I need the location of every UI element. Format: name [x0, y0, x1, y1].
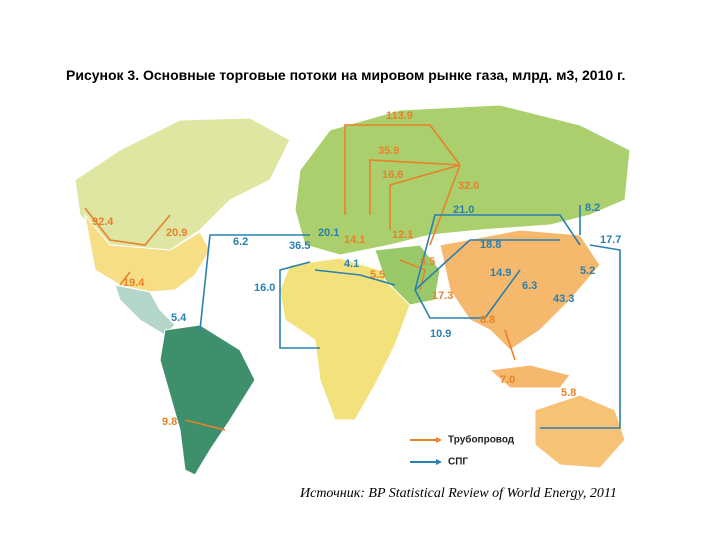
pipeline-flow-label: 5.5 [370, 269, 385, 281]
pipeline-flow-label: 8.8 [480, 314, 495, 326]
pipeline-arrow [344, 124, 461, 215]
pipeline-arrow [389, 164, 461, 230]
lng-flow-label: 36.5 [289, 240, 310, 252]
pipeline-flow-label: 32.0 [458, 180, 479, 192]
lng-flow-label: 8.2 [585, 202, 600, 214]
lng-arrow [414, 214, 581, 291]
lng-flow-label: 10.9 [430, 328, 451, 340]
lng-arrow [199, 234, 310, 331]
africa [279, 257, 411, 421]
pipeline-flow-label: 14.1 [344, 234, 365, 246]
lng-flow-label: 43.3 [553, 293, 574, 305]
lng-flow-label: 6.2 [233, 236, 248, 248]
lng-arrow [540, 244, 621, 429]
south-america [159, 324, 256, 476]
pipeline-flow-label: 113.9 [386, 110, 413, 122]
legend-label: Трубопровод [448, 434, 515, 446]
pipeline-flow-label: 5.8 [561, 387, 576, 399]
pipeline-arrow [369, 159, 461, 215]
flow-labels: 113.9 35.9 16.6 32.0 14.1 12.1 6.5 5.5 17.3 92.4 2… [92, 110, 621, 428]
pipeline-flow-label: 6.5 [420, 256, 435, 268]
pipeline-flow-label: 35.9 [378, 145, 399, 157]
pipeline-flow-label: 20.9 [166, 227, 187, 239]
legend: Трубопровод СПГ [410, 434, 515, 468]
lng-flow-label: 5.2 [580, 265, 595, 277]
lng-flow-label: 4.1 [344, 258, 359, 270]
lng-flow-label: 5.4 [171, 312, 187, 324]
pipeline-arrow [84, 207, 171, 246]
europe-russia [294, 104, 631, 256]
lng-flow-label: 16.0 [254, 282, 275, 294]
lng-arrow [279, 261, 320, 349]
lng-flow-label: 14.9 [490, 267, 511, 279]
lng-flow-label: 6.3 [522, 280, 537, 292]
lng-arrow [314, 269, 396, 286]
pipeline-flow-label: 7.0 [500, 374, 515, 386]
lng-arrow [414, 269, 521, 319]
indonesia [488, 364, 571, 389]
legend-arrowhead [436, 459, 442, 465]
flow-arrows [84, 124, 621, 431]
pipeline-flow-label: 92.4 [92, 216, 114, 228]
lng-flow-label: 21.0 [453, 204, 474, 216]
title: Рисунок 3. Основные торговые потоки на м… [66, 67, 625, 83]
pipeline-flow-label: 16.6 [382, 169, 403, 181]
lng-flow-label: 18.8 [480, 239, 501, 251]
pipeline-arrow [504, 329, 516, 361]
pipeline-flow-label: 17.3 [432, 290, 453, 302]
south-east-asia [439, 229, 601, 351]
mexico [114, 284, 176, 336]
pipeline-arrow [429, 164, 461, 246]
lng-flow-label: 17.7 [600, 234, 621, 246]
pipeline-arrow [119, 271, 131, 286]
pipeline-arrow [184, 419, 226, 431]
legend-label: СПГ [448, 457, 468, 468]
pipeline-flow-label: 12.1 [392, 229, 413, 241]
australia [534, 394, 626, 469]
source: Источник: BP Statistical Review of World… [299, 486, 617, 501]
usa [84, 213, 211, 293]
lng-arrow [414, 239, 560, 291]
legend-arrowhead [436, 437, 442, 443]
pipeline-flow-label: 9.8 [162, 416, 177, 428]
pipeline-flow-label: 19.4 [123, 277, 145, 289]
lng-flow-label: 20.1 [318, 227, 339, 239]
continents [74, 104, 631, 476]
